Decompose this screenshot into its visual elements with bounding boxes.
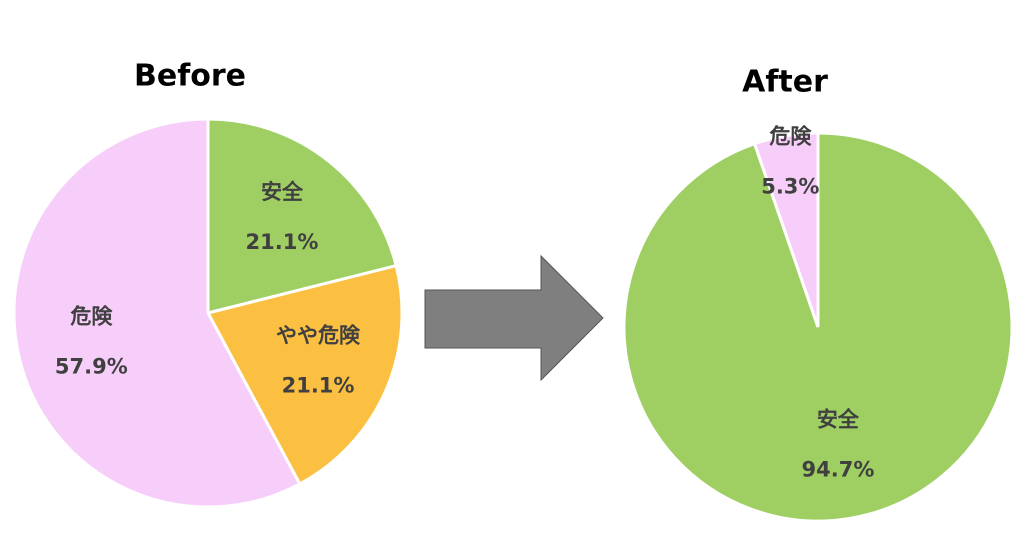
pie-slice [752,131,820,328]
chart-title: Before [134,59,246,94]
value-label: 94.7% [802,458,875,482]
slice-label: 安全 [261,180,304,204]
pie-slice [12,117,302,509]
arrow [424,254,604,382]
value-label: 21.1% [246,230,319,254]
slice-label: 危険 [769,124,812,148]
value-label: 57.9% [55,354,128,378]
chart-title: After [742,65,828,100]
pie-slice [206,117,398,315]
slice-label: やや危険 [276,324,361,348]
value-label: 5.3% [761,174,819,198]
slice-label: 安全 [817,408,860,432]
value-label: 21.1% [282,374,355,398]
slice-label: 危険 [70,304,113,328]
pie-slice [205,263,404,486]
